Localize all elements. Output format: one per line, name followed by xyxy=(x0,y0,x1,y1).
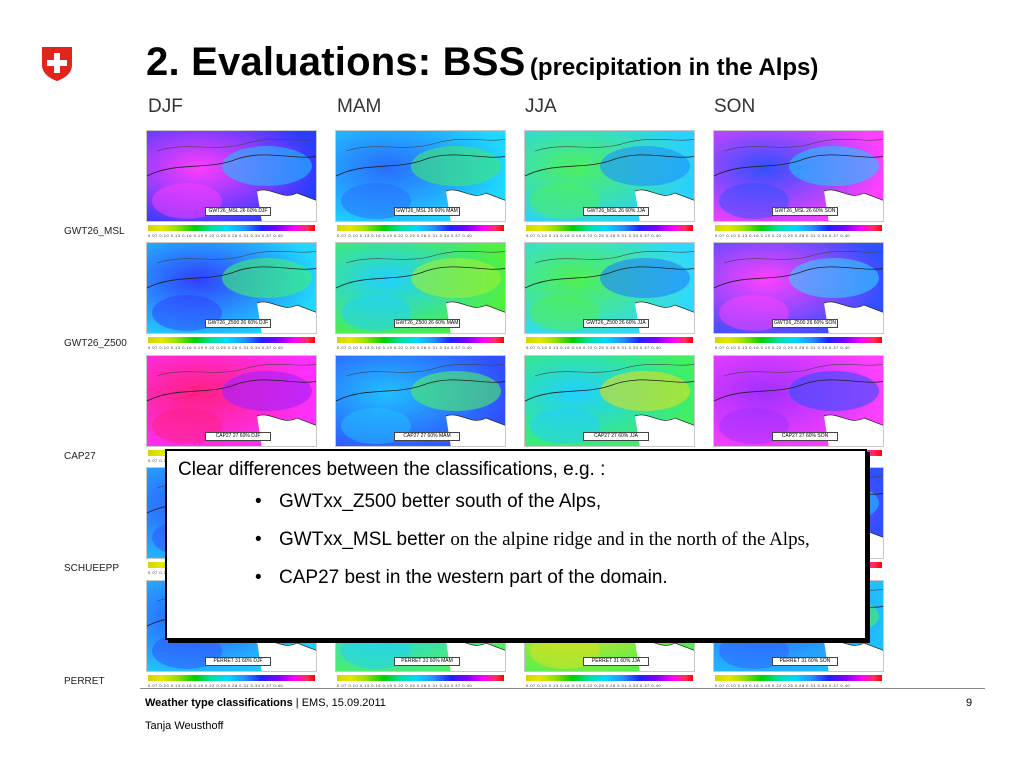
page-number: 9 xyxy=(966,697,973,709)
map-caption: GWT26_MSL 26 60% JJA xyxy=(583,207,649,216)
map-caption: PERRET 31 60% JJA xyxy=(583,657,649,666)
callout-bullet: • CAP27 best in the western part of the d… xyxy=(255,565,840,591)
map-caption: CAP27 27 60% MAM xyxy=(394,432,460,441)
title-sub: (precipitation in the Alps) xyxy=(529,54,819,81)
colorbar-ticks: 0.07 0.10 0.13 0.16 0.19 0.22 0.25 0.28 … xyxy=(148,345,284,350)
colorbar xyxy=(715,675,882,681)
colorbar xyxy=(148,225,315,231)
footer-event: | EMS, 15.09.2011 xyxy=(292,697,386,709)
precip-map-image: GWT26_Z500 26 60% MAM xyxy=(335,242,506,334)
callout-intro: Clear differences between the classifica… xyxy=(178,459,606,480)
map-caption: GWT26_MSL 26 60% SON xyxy=(772,207,838,216)
map-caption: CAP27 27 60% JJA xyxy=(583,432,649,441)
callout-bullet: • GWTxx_Z500 better south of the Alps, xyxy=(255,489,840,515)
bullet-icon: • xyxy=(255,491,262,512)
colorbar xyxy=(715,225,882,231)
row-label-cap27: CAP27 xyxy=(64,451,96,462)
colorbar xyxy=(337,337,504,343)
colorbar xyxy=(526,675,693,681)
row-label-gwt26-z500: GWT26_Z500 xyxy=(64,338,127,349)
precip-map-image: CAP27 27 60% MAM xyxy=(335,355,506,447)
colorbar-ticks: 0.07 0.10 0.13 0.16 0.19 0.22 0.25 0.28 … xyxy=(337,233,473,238)
colorbar xyxy=(148,675,315,681)
precip-map-image: GWT26_MSL 26 60% MAM xyxy=(335,130,506,222)
precip-map-image: CAP27 27 60% JJA xyxy=(524,355,695,447)
precip-map-image: GWT26_Z500 26 60% SON xyxy=(713,242,884,334)
bullet-icon: • xyxy=(255,529,262,550)
page-title: 2. Evaluations: BSS (precipitation in th… xyxy=(146,40,818,85)
row-label-perret: PERRET xyxy=(64,676,105,687)
footer-project: Weather type classifications xyxy=(145,697,293,709)
map-caption: PERRET 31 60% DJF xyxy=(205,657,271,666)
callout-box: Clear differences between the classifica… xyxy=(165,449,867,640)
precip-map-image: GWT26_MSL 26 60% DJF xyxy=(146,130,317,222)
colorbar-ticks: 0.07 0.10 0.13 0.16 0.19 0.22 0.25 0.28 … xyxy=(337,345,473,350)
bullet-text: GWTxx_MSL better xyxy=(279,529,451,550)
bullet-icon: • xyxy=(255,567,262,588)
callout-bullet: • GWTxx_MSL better on the alpine ridge an… xyxy=(255,527,840,553)
colorbar-ticks: 0.07 0.10 0.13 0.16 0.19 0.22 0.25 0.28 … xyxy=(337,683,473,688)
footer-info: Weather type classifications | EMS, 15.0… xyxy=(145,697,386,709)
map-caption: GWT26_Z500 26 60% JJA xyxy=(583,319,649,328)
row-label-gwt26-msl: GWT26_MSL xyxy=(64,226,125,237)
colorbar xyxy=(526,225,693,231)
colorbar-ticks: 0.07 0.10 0.13 0.16 0.19 0.22 0.25 0.28 … xyxy=(148,683,284,688)
map-caption: GWT26_Z500 26 60% MAM xyxy=(394,319,460,328)
precip-map-image: GWT26_Z500 26 60% DJF xyxy=(146,242,317,334)
footer-divider xyxy=(140,688,985,689)
map-caption: GWT26_Z500 26 60% SON xyxy=(772,319,838,328)
season-label-jja: JJA xyxy=(525,96,557,117)
footer-author: Tanja Weusthoff xyxy=(145,720,224,732)
season-label-son: SON xyxy=(714,96,756,117)
title-main: 2. Evaluations: BSS xyxy=(146,40,526,84)
colorbar-ticks: 0.07 0.10 0.13 0.16 0.19 0.22 0.25 0.28 … xyxy=(715,683,851,688)
row-label-schueepp: SCHUEEPP xyxy=(64,563,120,574)
bullet-text-serif: on the alpine ridge and in the north of … xyxy=(450,529,810,550)
colorbar-ticks: 0.07 0.10 0.13 0.16 0.19 0.22 0.25 0.28 … xyxy=(715,345,851,350)
bullet-text: GWTxx_Z500 better south of the Alps, xyxy=(279,491,602,512)
colorbar xyxy=(337,225,504,231)
precip-map-image: GWT26_Z500 26 60% JJA xyxy=(524,242,695,334)
colorbar-ticks: 0.07 0.10 0.13 0.16 0.19 0.22 0.25 0.28 … xyxy=(526,233,662,238)
colorbar xyxy=(715,337,882,343)
colorbar-ticks: 0.07 0.10 0.13 0.16 0.19 0.22 0.25 0.28 … xyxy=(526,683,662,688)
swiss-cross-logo xyxy=(42,47,72,81)
colorbar xyxy=(337,675,504,681)
precip-map-image: CAP27 27 60% SON xyxy=(713,355,884,447)
colorbar xyxy=(148,337,315,343)
colorbar-ticks: 0.07 0.10 0.13 0.16 0.19 0.22 0.25 0.28 … xyxy=(715,233,851,238)
map-caption: GWT26_Z500 26 60% DJF xyxy=(205,319,271,328)
precip-map-image: GWT26_MSL 26 60% SON xyxy=(713,130,884,222)
precip-map-image: GWT26_MSL 26 60% JJA xyxy=(524,130,695,222)
map-caption: CAP27 27 60% DJF xyxy=(205,432,271,441)
map-caption: PERRET 31 60% MAM xyxy=(394,657,460,666)
colorbar-ticks: 0.07 0.10 0.13 0.16 0.19 0.22 0.25 0.28 … xyxy=(148,233,284,238)
season-label-djf: DJF xyxy=(148,96,183,117)
map-caption: PERRET 31 60% SON xyxy=(772,657,838,666)
map-caption: GWT26_MSL 26 60% MAM xyxy=(394,207,460,216)
callout-bullet-list: • GWTxx_Z500 better south of the Alps, • G… xyxy=(255,489,840,603)
map-caption: GWT26_MSL 26 60% DJF xyxy=(205,207,271,216)
season-label-mam: MAM xyxy=(337,96,382,117)
map-caption: CAP27 27 60% SON xyxy=(772,432,838,441)
colorbar xyxy=(526,337,693,343)
precip-map-image: CAP27 27 60% DJF xyxy=(146,355,317,447)
bullet-text: CAP27 best in the western part of the do… xyxy=(279,567,668,588)
colorbar-ticks: 0.07 0.10 0.13 0.16 0.19 0.22 0.25 0.28 … xyxy=(526,345,662,350)
